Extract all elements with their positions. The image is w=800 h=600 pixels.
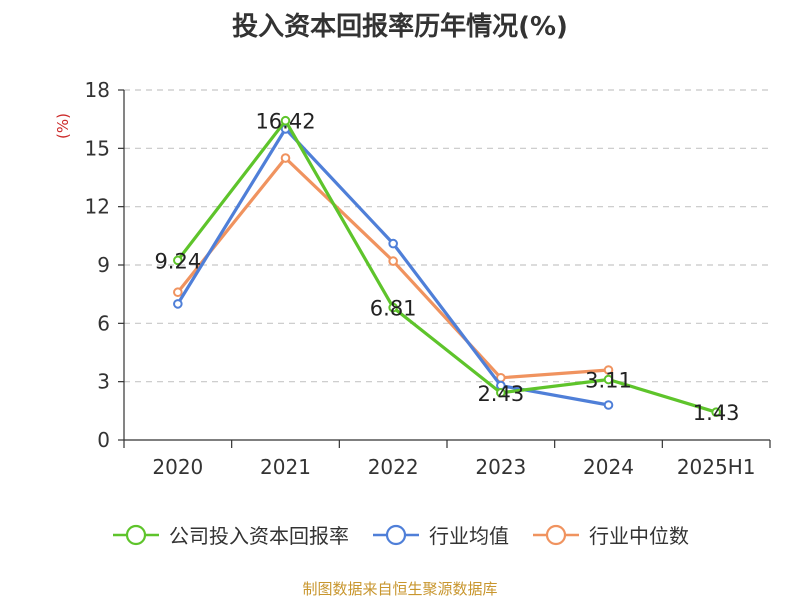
legend-swatch xyxy=(533,524,579,545)
legend-swatch-marker xyxy=(385,524,407,545)
data-point xyxy=(603,365,614,375)
data-point xyxy=(711,407,721,417)
data-label: 9.24 xyxy=(154,249,201,273)
y-tick-label: 6 xyxy=(97,311,110,335)
legend-swatch-marker xyxy=(125,524,147,545)
legend-swatch xyxy=(373,524,419,545)
data-point xyxy=(173,287,183,298)
data-point xyxy=(496,387,506,398)
data-point xyxy=(388,238,398,249)
legend-label: 行业中位数 xyxy=(589,524,689,548)
data-point xyxy=(280,153,291,163)
x-tick-label: 2024 xyxy=(583,455,634,479)
legend-swatch-marker xyxy=(545,524,567,545)
legend-item[interactable]: 行业均值 xyxy=(371,520,509,549)
y-tick-label: 0 xyxy=(97,428,110,452)
y-tick-label: 18 xyxy=(85,78,110,102)
data-point xyxy=(603,374,614,385)
data-point xyxy=(603,400,614,410)
data-point xyxy=(280,115,291,126)
data-label: 3.11 xyxy=(585,369,632,393)
x-tick-label: 2020 xyxy=(152,455,203,479)
data-point xyxy=(173,299,183,309)
data-label: 1.43 xyxy=(693,401,740,425)
legend-label: 行业均值 xyxy=(429,524,509,548)
series-line xyxy=(176,127,611,407)
y-tick-label: 12 xyxy=(85,195,110,219)
legend-item[interactable]: 公司投入资本回报率 xyxy=(111,520,349,549)
data-point xyxy=(388,302,398,313)
y-axis-label: (%) xyxy=(54,113,72,139)
y-tick-label: 15 xyxy=(85,136,110,160)
data-label-layer: 9.24 16.42 6.81 2.43 3.11 1.43 xyxy=(154,110,739,425)
legend-item[interactable]: 行业中位数 xyxy=(531,520,689,549)
axis-layer: 0 3 6 9 12 15 18 2020 2021 2022 2023 2024 2025H1 xyxy=(85,78,771,479)
line-chart: 0 3 6 9 12 15 18 2020 2021 2022 2023 2024 2025H1 (%)… xyxy=(54,78,771,479)
data-point xyxy=(173,255,183,266)
grid-layer xyxy=(124,89,770,383)
data-point xyxy=(388,256,398,266)
source-note: 制图数据来自恒生聚源数据库 xyxy=(302,580,498,598)
x-tick-label: 2022 xyxy=(368,455,419,479)
series-line xyxy=(176,119,718,414)
data-label: 2.43 xyxy=(477,382,524,406)
x-tick-label: 2021 xyxy=(260,455,311,479)
series-layer xyxy=(173,115,721,417)
data-label: 16.42 xyxy=(255,110,315,134)
x-tick-label: 2023 xyxy=(475,455,526,479)
chart-legend: 公司投入资本回报率 行业均值 行业中位数 xyxy=(0,520,800,549)
y-tick-label: 9 xyxy=(97,253,110,277)
series-line xyxy=(176,156,611,380)
y-tick-label: 3 xyxy=(97,370,110,394)
legend-label: 公司投入资本回报率 xyxy=(169,524,349,548)
data-label: 6.81 xyxy=(370,297,417,321)
legend-swatch xyxy=(113,524,159,545)
chart-title: 投入资本回报率历年情况(%) xyxy=(232,12,568,42)
x-tick-label: 2025H1 xyxy=(677,455,756,479)
